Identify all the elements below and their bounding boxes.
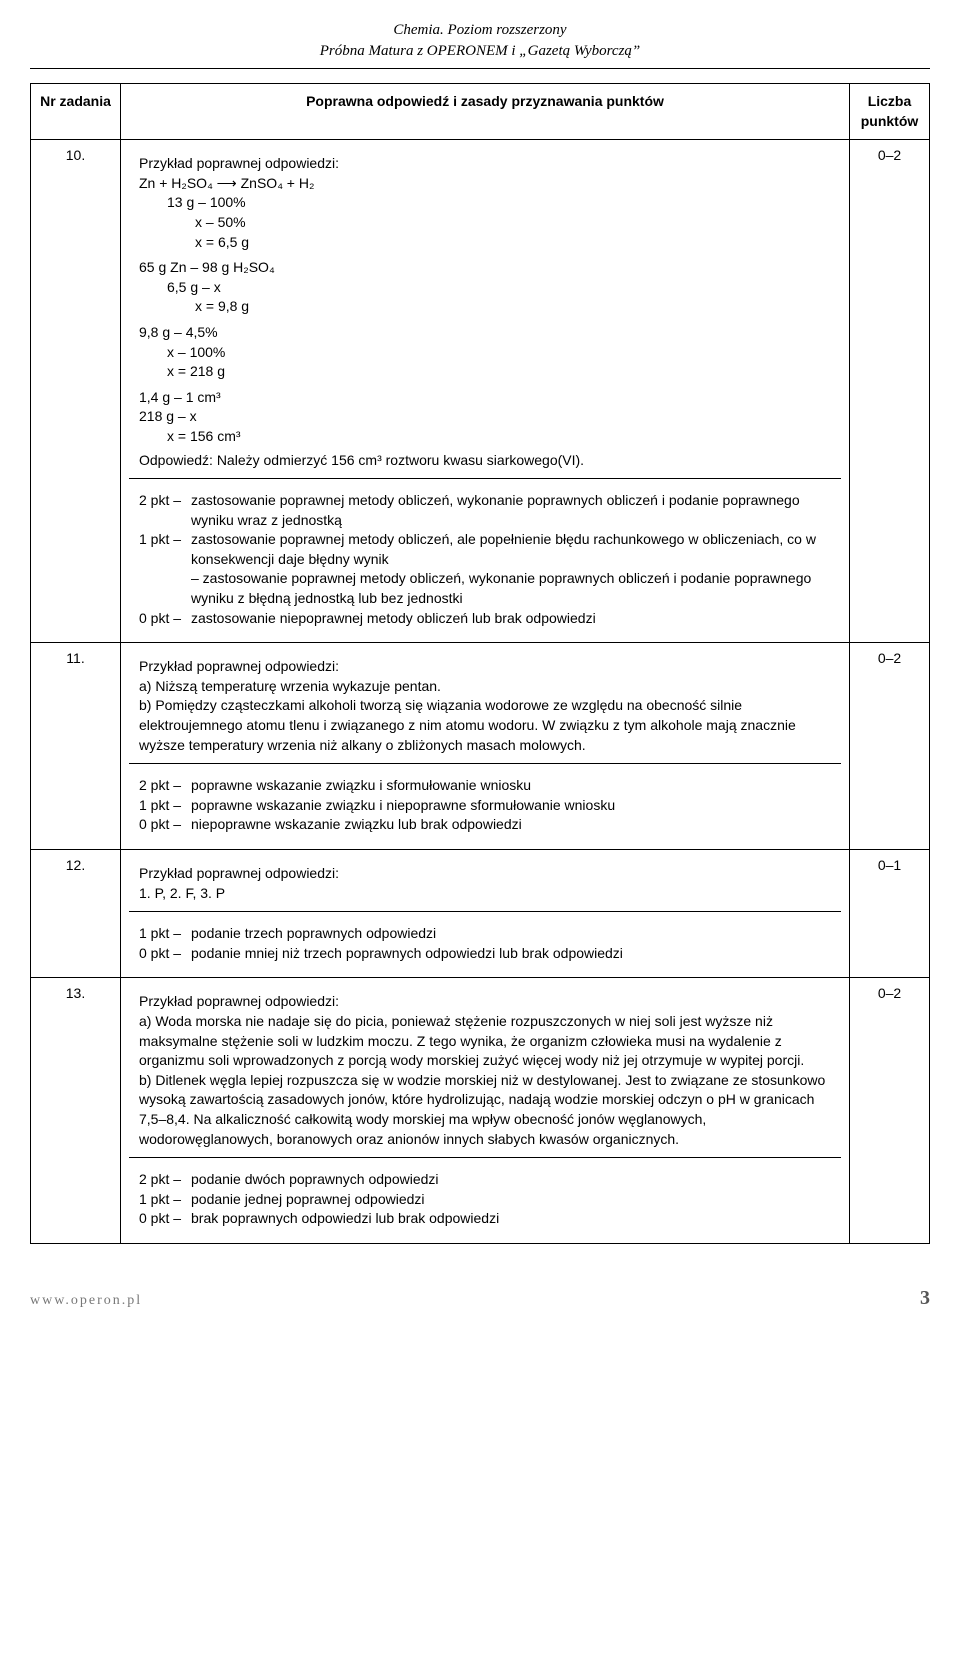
task-number: 11.: [31, 643, 121, 850]
calc-line: x = 156 cm³: [139, 427, 831, 447]
calc-line: 65 g Zn – 98 g H₂SO₄: [139, 258, 831, 278]
task-points: 0–2: [850, 140, 930, 643]
calc-line: x = 9,8 g: [139, 297, 831, 317]
header-line-2: Próbna Matura z OPERONEM i „Gazetą Wybor…: [30, 41, 930, 62]
scoring-label: 1 pkt –: [139, 1190, 191, 1210]
calc-line: 13 g – 100%: [139, 193, 831, 213]
calc-line: x = 6,5 g: [139, 233, 831, 253]
answer-part: b) Pomiędzy cząsteczkami alkoholi tworzą…: [139, 696, 831, 755]
scoring-label: 2 pkt –: [139, 1170, 191, 1190]
scoring-label: 1 pkt –: [139, 796, 191, 816]
col-points-header: Liczba punktów: [850, 84, 930, 140]
scoring-line: – zastosowanie poprawnej metody obliczeń…: [139, 569, 831, 608]
scoring-section: 1 pkt –podanie trzech poprawnych odpowie…: [129, 916, 841, 971]
task-points: 0–2: [850, 978, 930, 1244]
scoring-label: 1 pkt –: [139, 924, 191, 944]
table-row: 12. Przykład poprawnej odpowiedzi: 1. P,…: [31, 850, 930, 978]
answer-section: Przykład poprawnej odpowiedzi: Zn + H₂SO…: [129, 146, 841, 479]
scoring-line: 1 pkt –zastosowanie poprawnej metody obl…: [139, 530, 831, 569]
scoring-section: 2 pkt –zastosowanie poprawnej metody obl…: [129, 483, 841, 636]
scoring-text: zastosowanie poprawnej metody obliczeń, …: [191, 530, 831, 569]
table-header-row: Nr zadania Poprawna odpowiedź i zasady p…: [31, 84, 930, 140]
scoring-line: 0 pkt –podanie mniej niż trzech poprawny…: [139, 944, 831, 964]
calc-line: 9,8 g – 4,5%: [139, 323, 831, 343]
answer-section: Przykład poprawnej odpowiedzi: a) Niższą…: [129, 649, 841, 764]
answer-title: Przykład poprawnej odpowiedzi:: [139, 864, 831, 884]
scoring-text: zastosowanie niepoprawnej metody oblicze…: [191, 609, 831, 629]
scoring-label: 0 pkt –: [139, 1209, 191, 1229]
scoring-line: 1 pkt –podanie trzech poprawnych odpowie…: [139, 924, 831, 944]
scoring-text: niepoprawne wskazanie związku lub brak o…: [191, 815, 831, 835]
task-content: Przykład poprawnej odpowiedzi: 1. P, 2. …: [121, 850, 850, 978]
answer-part: a) Woda morska nie nadaje się do picia, …: [139, 1012, 831, 1071]
calc-line: 1,4 g – 1 cm³: [139, 388, 831, 408]
scoring-line: 1 pkt –podanie jednej poprawnej odpowied…: [139, 1190, 831, 1210]
answer-key-table: Nr zadania Poprawna odpowiedź i zasady p…: [30, 83, 930, 1244]
page-header: Chemia. Poziom rozszerzony Próbna Matura…: [30, 20, 930, 62]
answer-title: Przykład poprawnej odpowiedzi:: [139, 154, 831, 174]
task-content: Przykład poprawnej odpowiedzi: a) Woda m…: [121, 978, 850, 1244]
scoring-line: 1 pkt –poprawne wskazanie związku i niep…: [139, 796, 831, 816]
calc-line: x – 100%: [139, 343, 831, 363]
calc-line: x – 50%: [139, 213, 831, 233]
answer-part: b) Ditlenek węgla lepiej rozpuszcza się …: [139, 1071, 831, 1149]
task-points: 0–2: [850, 643, 930, 850]
calc-line: 6,5 g – x: [139, 278, 831, 298]
answer-part: 1. P, 2. F, 3. P: [139, 884, 831, 904]
footer-url: www.operon.pl: [30, 1291, 142, 1311]
task-content: Przykład poprawnej odpowiedzi: Zn + H₂SO…: [121, 140, 850, 643]
scoring-label: 1 pkt –: [139, 530, 191, 569]
scoring-label: [139, 569, 191, 608]
answer-title: Przykład poprawnej odpowiedzi:: [139, 657, 831, 677]
scoring-text: poprawne wskazanie związku i niepoprawne…: [191, 796, 831, 816]
scoring-line: 2 pkt –zastosowanie poprawnej metody obl…: [139, 491, 831, 530]
table-row: 11. Przykład poprawnej odpowiedzi: a) Ni…: [31, 643, 930, 850]
task-number: 12.: [31, 850, 121, 978]
task-points: 0–1: [850, 850, 930, 978]
scoring-label: 2 pkt –: [139, 776, 191, 796]
task-number: 13.: [31, 978, 121, 1244]
scoring-label: 2 pkt –: [139, 491, 191, 530]
answer-section: Przykład poprawnej odpowiedzi: a) Woda m…: [129, 984, 841, 1158]
scoring-text: podanie jednej poprawnej odpowiedzi: [191, 1190, 831, 1210]
answer-conclusion: Odpowiedź: Należy odmierzyć 156 cm³ rozt…: [139, 451, 831, 471]
scoring-text: podanie mniej niż trzech poprawnych odpo…: [191, 944, 831, 964]
task-content: Przykład poprawnej odpowiedzi: a) Niższą…: [121, 643, 850, 850]
scoring-line: 2 pkt –podanie dwóch poprawnych odpowied…: [139, 1170, 831, 1190]
scoring-text: brak poprawnych odpowiedzi lub brak odpo…: [191, 1209, 831, 1229]
answer-part: a) Niższą temperaturę wrzenia wykazuje p…: [139, 677, 831, 697]
scoring-line: 0 pkt –zastosowanie niepoprawnej metody …: [139, 609, 831, 629]
footer-page-number: 3: [920, 1284, 930, 1312]
scoring-line: 0 pkt –niepoprawne wskazanie związku lub…: [139, 815, 831, 835]
scoring-text: podanie dwóch poprawnych odpowiedzi: [191, 1170, 831, 1190]
scoring-line: 0 pkt –brak poprawnych odpowiedzi lub br…: [139, 1209, 831, 1229]
col-answer-header: Poprawna odpowiedź i zasady przyznawania…: [121, 84, 850, 140]
scoring-text: podanie trzech poprawnych odpowiedzi: [191, 924, 831, 944]
answer-section: Przykład poprawnej odpowiedzi: 1. P, 2. …: [129, 856, 841, 912]
scoring-section: 2 pkt –poprawne wskazanie związku i sfor…: [129, 768, 841, 843]
scoring-label: 0 pkt –: [139, 815, 191, 835]
calc-line: x = 218 g: [139, 362, 831, 382]
scoring-label: 0 pkt –: [139, 944, 191, 964]
task-number: 10.: [31, 140, 121, 643]
col-nr-header: Nr zadania: [31, 84, 121, 140]
calc-line: 218 g – x: [139, 407, 831, 427]
header-line-1: Chemia. Poziom rozszerzony: [30, 20, 930, 41]
scoring-text: poprawne wskazanie związku i sformułowan…: [191, 776, 831, 796]
header-rule: [30, 68, 930, 69]
answer-title: Przykład poprawnej odpowiedzi:: [139, 992, 831, 1012]
scoring-section: 2 pkt –podanie dwóch poprawnych odpowied…: [129, 1162, 841, 1237]
scoring-text: zastosowanie poprawnej metody obliczeń, …: [191, 491, 831, 530]
table-row: 13. Przykład poprawnej odpowiedzi: a) Wo…: [31, 978, 930, 1244]
table-row: 10. Przykład poprawnej odpowiedzi: Zn + …: [31, 140, 930, 643]
scoring-line: 2 pkt –poprawne wskazanie związku i sfor…: [139, 776, 831, 796]
page-footer: www.operon.pl 3: [30, 1284, 930, 1312]
scoring-text: – zastosowanie poprawnej metody obliczeń…: [191, 569, 831, 608]
chemical-equation: Zn + H₂SO₄ ⟶ ZnSO₄ + H₂: [139, 174, 831, 194]
scoring-label: 0 pkt –: [139, 609, 191, 629]
